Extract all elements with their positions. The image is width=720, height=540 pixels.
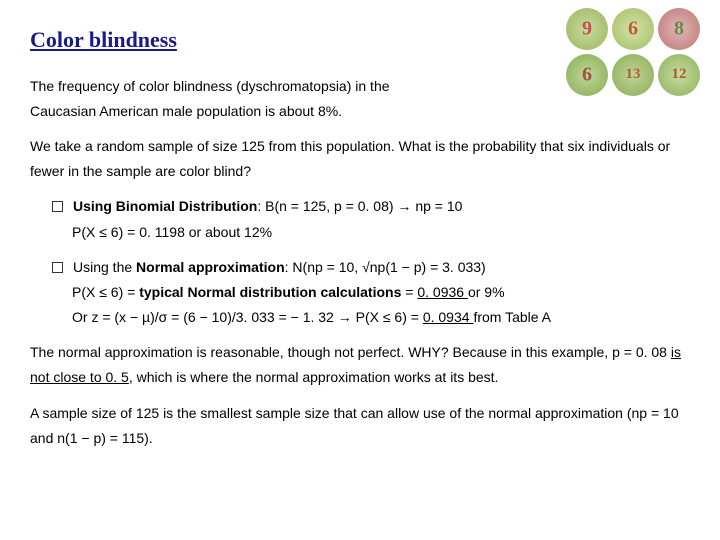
ishihara-plate: 8 <box>658 8 700 50</box>
text: Normal approximation <box>136 259 285 275</box>
ishihara-plate: 9 <box>566 8 608 50</box>
plate-number: 13 <box>626 61 641 88</box>
bullet-icon <box>52 201 63 212</box>
text: P(X ≤ 6) = <box>72 284 139 300</box>
text: or 9% <box>468 284 505 300</box>
plate-number: 12 <box>672 61 687 88</box>
plate-number: 6 <box>628 10 638 46</box>
text: The normal approximation is reasonable, … <box>30 344 671 360</box>
text: typical Normal distribution calculations <box>139 284 401 300</box>
bullet-body: Using the Normal approximation: N(np = 1… <box>73 255 690 280</box>
plate-number: 6 <box>582 56 592 92</box>
bullet-body: Using Binomial Distribution: B(n = 125, … <box>73 194 690 219</box>
text: 0. 0936 <box>417 284 468 300</box>
text: : B(n = 125, p = 0. 08) → np = 10 <box>257 198 462 214</box>
text: , which is where the normal approximatio… <box>129 369 499 385</box>
text: Using Binomial Distribution <box>73 198 257 214</box>
bullet-normal-line3: Or z = (x − µ)/σ = (6 − 10)/3. 033 = − 1… <box>72 305 690 330</box>
bullet-normal-line2: P(X ≤ 6) = typical Normal distribution c… <box>72 280 690 305</box>
text: : N(np = 10, √np(1 − p) = 3. 033) <box>285 259 486 275</box>
intro-paragraph-2: We take a random sample of size 125 from… <box>30 134 690 184</box>
conclusion-2: A sample size of 125 is the smallest sam… <box>30 401 690 451</box>
text: 0. 0934 <box>423 309 474 325</box>
bullet-icon <box>52 262 63 273</box>
text: Or z = (x − µ)/σ = (6 − 10)/3. 033 = − 1… <box>72 309 423 325</box>
conclusion-1: The normal approximation is reasonable, … <box>30 340 690 390</box>
text: = <box>401 284 417 300</box>
text: Caucasian American male population is ab… <box>30 103 342 119</box>
ishihara-plate: 12 <box>658 54 700 96</box>
bullet-binomial-line2: P(X ≤ 6) = 0. 1198 or about 12% <box>72 220 690 245</box>
text: The frequency of color blindness (dyschr… <box>30 78 390 94</box>
ishihara-plate: 6 <box>566 54 608 96</box>
ishihara-plate: 6 <box>612 8 654 50</box>
text: Using the <box>73 259 136 275</box>
text: from Table A <box>473 309 551 325</box>
bullet-binomial: Using Binomial Distribution: B(n = 125, … <box>52 194 690 219</box>
bullet-normal: Using the Normal approximation: N(np = 1… <box>52 255 690 280</box>
plate-number: 8 <box>674 10 684 46</box>
ishihara-plate: 13 <box>612 54 654 96</box>
plate-number: 9 <box>582 10 592 46</box>
ishihara-plates: 96861312 <box>566 8 700 96</box>
